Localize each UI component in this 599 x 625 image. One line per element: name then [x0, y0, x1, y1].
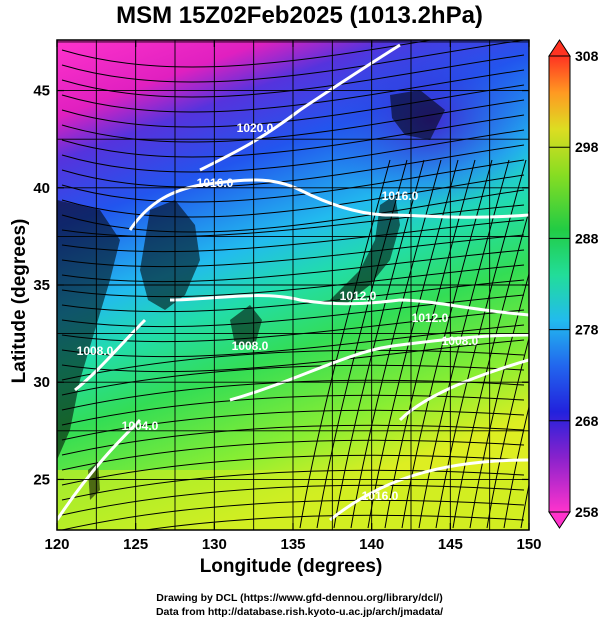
- streamline: [61, 264, 525, 298]
- x-tick-labels: 120 125 130 135 140 145 150: [44, 536, 541, 553]
- land-honshu: [330, 195, 400, 305]
- streamline: [61, 454, 525, 486]
- streamline: [61, 204, 525, 238]
- colorbar-tick-label: 258: [575, 504, 599, 520]
- y-tick-label: 25: [33, 471, 50, 488]
- contour-label: 1012.0: [412, 311, 449, 325]
- streamline: [61, 309, 525, 343]
- contour-label: 1020.0: [237, 121, 274, 135]
- streamline: [61, 409, 525, 441]
- pressure-contours: [57, 43, 529, 522]
- streamline: [61, 279, 525, 313]
- contour-south: [57, 418, 142, 521]
- x-tick-label: 125: [123, 536, 148, 553]
- y-axis-title: Latitude (degrees): [9, 218, 30, 384]
- y-tick-label: 40: [33, 180, 50, 197]
- x-tick-label: 140: [359, 536, 384, 553]
- colorbar-tick-label: 288: [575, 230, 599, 246]
- data-credit: Data from http://database.rish.kyoto-u.a…: [155, 606, 444, 618]
- streamline: [61, 40, 525, 83]
- contour-southeast: [329, 458, 529, 522]
- streamline: [61, 234, 525, 268]
- land-korea: [140, 200, 200, 310]
- streamline: [61, 40, 435, 68]
- contour-1004: [398, 358, 529, 422]
- streamline: [61, 484, 525, 516]
- streamline: [61, 324, 525, 358]
- streamline: [61, 439, 525, 471]
- colorbar-tick-label: 268: [575, 413, 599, 429]
- colorbar-ticks: 258 268 278 288 298 308: [549, 48, 599, 520]
- colorbar-max-arrow: [548, 39, 571, 57]
- x-tick-label: 120: [44, 536, 69, 553]
- contour-1008-west: [74, 318, 147, 392]
- streamline: [61, 54, 525, 98]
- contour-1012: [169, 294, 529, 317]
- colorbar-gradient: [548, 55, 571, 513]
- streamline: [61, 114, 525, 158]
- contour-label: 1008.0: [442, 334, 479, 348]
- streamline: [61, 349, 525, 381]
- drawing-credit: Drawing by DCL (https://www.gfd-dennou.o…: [156, 592, 443, 604]
- x-tick-label: 130: [202, 536, 227, 553]
- map-title: MSM 15Z02Feb2025 (1013.2hPa): [116, 2, 483, 29]
- streamline: [61, 294, 525, 328]
- streamline: [61, 249, 525, 283]
- streamline: [61, 394, 525, 426]
- streamline: [61, 69, 525, 113]
- streamline: [61, 99, 525, 143]
- streamline: [61, 364, 525, 396]
- streamline: [61, 129, 525, 173]
- contour-labels: 1020.0 1016.0 1016.0 1012.0 1008.0 1008.0 1012…: [77, 121, 479, 503]
- colorbar-tick-label: 298: [575, 139, 599, 155]
- streamline: [61, 174, 525, 218]
- streamline: [61, 469, 525, 501]
- axis-ticks: [56, 40, 530, 530]
- streamline: [61, 84, 525, 128]
- contour-label: 1016.0: [197, 176, 234, 190]
- streamline: [61, 159, 525, 203]
- x-tick-label: 145: [438, 536, 463, 553]
- x-tick-label: 150: [516, 536, 541, 553]
- colorbar-tick-label: 308: [575, 48, 599, 64]
- streamline: [61, 339, 525, 373]
- contour-label: 1004.0: [122, 419, 159, 433]
- y-tick-labels: 25 30 35 40 45: [33, 83, 50, 489]
- x-tick-label: 135: [280, 536, 305, 553]
- contour-label: 1012.0: [340, 289, 377, 303]
- streamline: [61, 219, 525, 253]
- streamline: [61, 189, 525, 233]
- y-tick-label: 35: [33, 277, 50, 294]
- contour-1020: [199, 43, 401, 172]
- streamline: [141, 514, 525, 530]
- colorbar: 258 268 278 288 298 308: [548, 39, 599, 529]
- streamline: [61, 499, 525, 530]
- contour-label: 1008.0: [232, 339, 269, 353]
- contour-label: 1016.0: [362, 489, 399, 503]
- contour-label: 1016.0: [382, 189, 419, 203]
- colorbar-tick-label: 278: [575, 322, 599, 338]
- contour-1008-east: [229, 333, 529, 402]
- x-axis-title: Longitude (degrees): [199, 556, 383, 577]
- colorbar-min-arrow: [548, 511, 571, 529]
- contour-label: 1008.0: [77, 344, 114, 358]
- contour-1016: [128, 178, 529, 231]
- wind-streamlines: [61, 40, 529, 530]
- land-hokkaido: [390, 90, 445, 140]
- y-tick-label: 45: [33, 83, 50, 100]
- y-tick-label: 30: [33, 374, 50, 391]
